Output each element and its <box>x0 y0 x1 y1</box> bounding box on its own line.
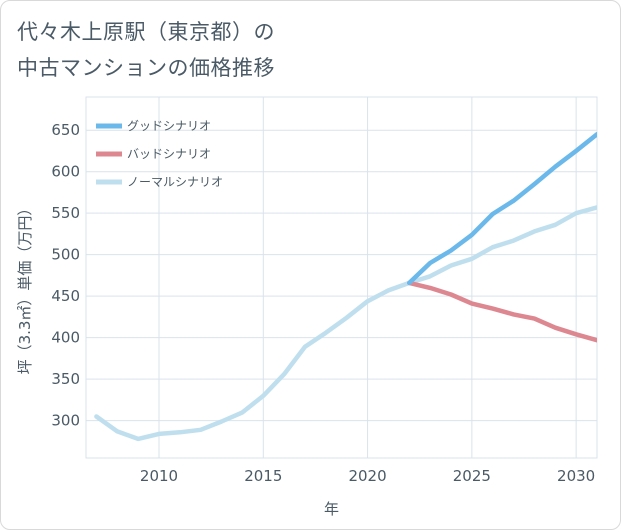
series-lines <box>94 132 597 442</box>
y-tick-label: 350 <box>51 370 80 388</box>
legend-label-good: グッドシナリオ <box>127 119 211 133</box>
x-tick-label: 2010 <box>140 467 178 485</box>
y-tick-label: 450 <box>51 287 80 305</box>
chart-title: 代々木上原駅（東京都）の 中古マンションの価格推移 <box>17 14 275 86</box>
x-tick-label: 2015 <box>244 467 282 485</box>
legend-label-bad: バッドシナリオ <box>127 147 211 161</box>
axes: 2010 2015 2020 2025 2030 300 350 400 450 500 550 60… <box>16 121 595 518</box>
series-line-good <box>407 132 597 286</box>
chart-title-line-2: 中古マンションの価格推移 <box>17 56 275 80</box>
x-tick-label: 2020 <box>348 467 386 485</box>
y-tick-label: 500 <box>51 246 80 264</box>
chart-title-line-1: 代々木上原駅（東京都）の <box>17 20 275 44</box>
y-tick-label: 400 <box>51 329 80 347</box>
legend-label-normal: ノーマルシナリオ <box>127 175 223 189</box>
series-line-normal <box>94 205 597 442</box>
y-tick-label: 600 <box>51 163 80 181</box>
y-tick-label: 550 <box>51 204 80 222</box>
x-tick-label: 2025 <box>453 467 491 485</box>
x-tick-label: 2030 <box>557 467 595 485</box>
plot-area <box>85 96 598 459</box>
x-axis-label: 年 <box>324 500 339 518</box>
y-tick-label: 650 <box>51 121 80 139</box>
series-line-bad <box>407 280 597 343</box>
y-axis-label: 坪（3.3㎡）単価（万円） <box>16 201 34 375</box>
y-tick-label: 300 <box>51 412 80 430</box>
